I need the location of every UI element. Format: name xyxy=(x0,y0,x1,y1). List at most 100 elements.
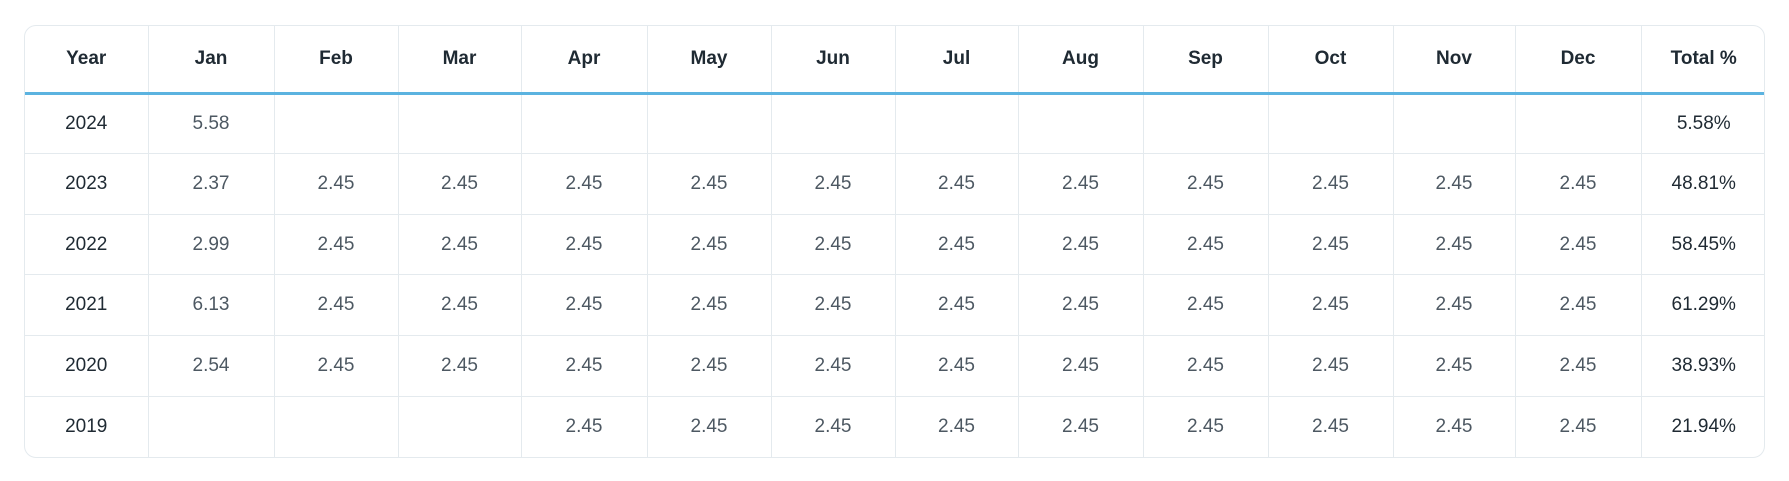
cell-apr: 2.45 xyxy=(521,153,648,215)
cell-aug: 2.45 xyxy=(1018,213,1144,275)
header-feb: Feb xyxy=(274,26,399,95)
cell-jun: 2.45 xyxy=(771,395,896,457)
cell-aug xyxy=(1018,93,1144,154)
cell-may xyxy=(647,93,772,154)
total-cell: 5.58% xyxy=(1676,112,1731,134)
cell-apr: 2.45 xyxy=(521,395,648,457)
cell-nov: 2.45 xyxy=(1393,335,1516,397)
cell-dec: 2.45 xyxy=(1515,395,1642,457)
cell-feb: 2.45 xyxy=(274,153,399,215)
cell-sep: 2.45 xyxy=(1143,274,1269,336)
cell-oct: 2.45 xyxy=(1268,274,1394,336)
cell-aug: 2.45 xyxy=(1018,335,1144,397)
header-nov: Nov xyxy=(1393,26,1516,95)
cell-jun: 2.45 xyxy=(771,335,896,397)
cell-jan xyxy=(148,395,275,457)
cell-jun: 2.45 xyxy=(771,153,896,215)
cell-oct: 2.45 xyxy=(1268,213,1394,275)
cell-jul: 2.45 xyxy=(895,395,1019,457)
table-row: 2019 2.45 2.45 2.45 2.45 2.45 2.45 2.45 2.45 2.45… xyxy=(25,395,1764,457)
cell-apr: 2.45 xyxy=(521,213,648,275)
cell-nov xyxy=(1393,93,1516,154)
cell-jun xyxy=(771,93,896,154)
header-jul: Jul xyxy=(895,26,1019,95)
cell-dec: 2.45 xyxy=(1515,274,1642,336)
cell-aug: 2.45 xyxy=(1018,395,1144,457)
cell-may: 2.45 xyxy=(647,395,772,457)
cell-sep: 2.45 xyxy=(1143,395,1269,457)
cell-mar: 2.45 xyxy=(398,213,522,275)
header-oct: Oct xyxy=(1268,26,1394,95)
cell-feb: 2.45 xyxy=(274,274,399,336)
cell-jun: 2.45 xyxy=(771,213,896,275)
cell-may: 2.45 xyxy=(647,335,772,397)
cell-sep: 2.45 xyxy=(1143,335,1269,397)
total-cell: 38.93% xyxy=(1641,335,1764,397)
cell-feb xyxy=(274,93,399,154)
cell-apr: 2.45 xyxy=(521,335,648,397)
cell-sep: 2.45 xyxy=(1143,153,1269,215)
cell-nov: 2.45 xyxy=(1393,213,1516,275)
year-cell: 2021 xyxy=(25,274,149,336)
header-may: May xyxy=(647,26,772,95)
cell-mar xyxy=(398,395,522,457)
header-total: Total % xyxy=(1641,26,1764,95)
year-cell: 2020 xyxy=(25,335,149,397)
cell-feb: 2.45 xyxy=(274,213,399,275)
monthly-returns-table-container: Year Jan Feb Mar Apr May Jun Jul Aug Sep… xyxy=(24,25,1765,458)
header-jun: Jun xyxy=(771,26,896,95)
table-row: 2024 5.58 5.58% xyxy=(25,93,1764,154)
cell-nov: 2.45 xyxy=(1393,395,1516,457)
cell-jul: 2.45 xyxy=(895,213,1019,275)
cell-dec: 2.45 xyxy=(1515,335,1642,397)
cell-mar: 2.45 xyxy=(398,274,522,336)
table-row: 2022 2.99 2.45 2.45 2.45 2.45 2.45 2.45 2.45 2.45… xyxy=(25,213,1764,275)
header-mar: Mar xyxy=(398,26,522,95)
cell-jan: 2.54 xyxy=(148,335,275,397)
header-sep: Sep xyxy=(1143,26,1269,95)
year-cell: 2023 xyxy=(25,153,149,215)
table-row: 2021 6.13 2.45 2.45 2.45 2.45 2.45 2.45 2.45 2.45… xyxy=(25,274,1764,336)
cell-aug: 2.45 xyxy=(1018,153,1144,215)
cell-oct: 2.45 xyxy=(1268,395,1394,457)
total-cell: 21.94% xyxy=(1641,395,1764,457)
cell-feb: 2.45 xyxy=(274,335,399,397)
cell-oct: 2.45 xyxy=(1268,335,1394,397)
cell-dec: 2.45 xyxy=(1515,153,1642,215)
header-apr: Apr xyxy=(521,26,648,95)
cell-jul: 2.45 xyxy=(895,153,1019,215)
cell-jan: 5.58 xyxy=(148,93,275,154)
table-row: 2020 2.54 2.45 2.45 2.45 2.45 2.45 2.45 2.45 2.45… xyxy=(25,335,1764,397)
cell-oct: 2.45 xyxy=(1268,153,1394,215)
header-row: Year Jan Feb Mar Apr May Jun Jul Aug Sep… xyxy=(25,26,1764,95)
header-dec: Dec xyxy=(1515,26,1642,95)
cell-nov: 2.45 xyxy=(1393,153,1516,215)
header-aug: Aug xyxy=(1018,26,1144,95)
cell-jan: 2.37 xyxy=(148,153,275,215)
year-cell: 2019 xyxy=(25,395,149,457)
cell-jan: 2.99 xyxy=(148,213,275,275)
monthly-returns-table: Year Jan Feb Mar Apr May Jun Jul Aug Sep… xyxy=(25,26,1764,457)
cell-sep: 2.45 xyxy=(1143,213,1269,275)
total-cell: 48.81% xyxy=(1641,153,1764,215)
cell-mar: 2.45 xyxy=(398,153,522,215)
cell-may: 2.45 xyxy=(647,213,772,275)
year-cell: 2024 xyxy=(25,93,149,154)
cell-sep xyxy=(1143,93,1269,154)
cell-nov: 2.45 xyxy=(1393,274,1516,336)
cell-may: 2.45 xyxy=(647,153,772,215)
cell-oct xyxy=(1268,93,1394,154)
cell-jul xyxy=(895,93,1019,154)
cell-may: 2.45 xyxy=(647,274,772,336)
cell-aug: 2.45 xyxy=(1018,274,1144,336)
cell-feb xyxy=(274,395,399,457)
header-jan: Jan xyxy=(148,26,275,95)
cell-dec xyxy=(1515,93,1642,154)
table-row: 2023 2.37 2.45 2.45 2.45 2.45 2.45 2.45 2.45 2.45… xyxy=(25,153,1764,215)
cell-mar: 2.45 xyxy=(398,335,522,397)
cell-jun: 2.45 xyxy=(771,274,896,336)
cell-jul: 2.45 xyxy=(895,274,1019,336)
table-body: 2024 5.58 5.58% 2023 2.37 2.45 2.45 2.45 2.45 2.4… xyxy=(25,93,1764,457)
cell-apr xyxy=(521,93,648,154)
total-cell: 61.29% xyxy=(1641,274,1764,336)
